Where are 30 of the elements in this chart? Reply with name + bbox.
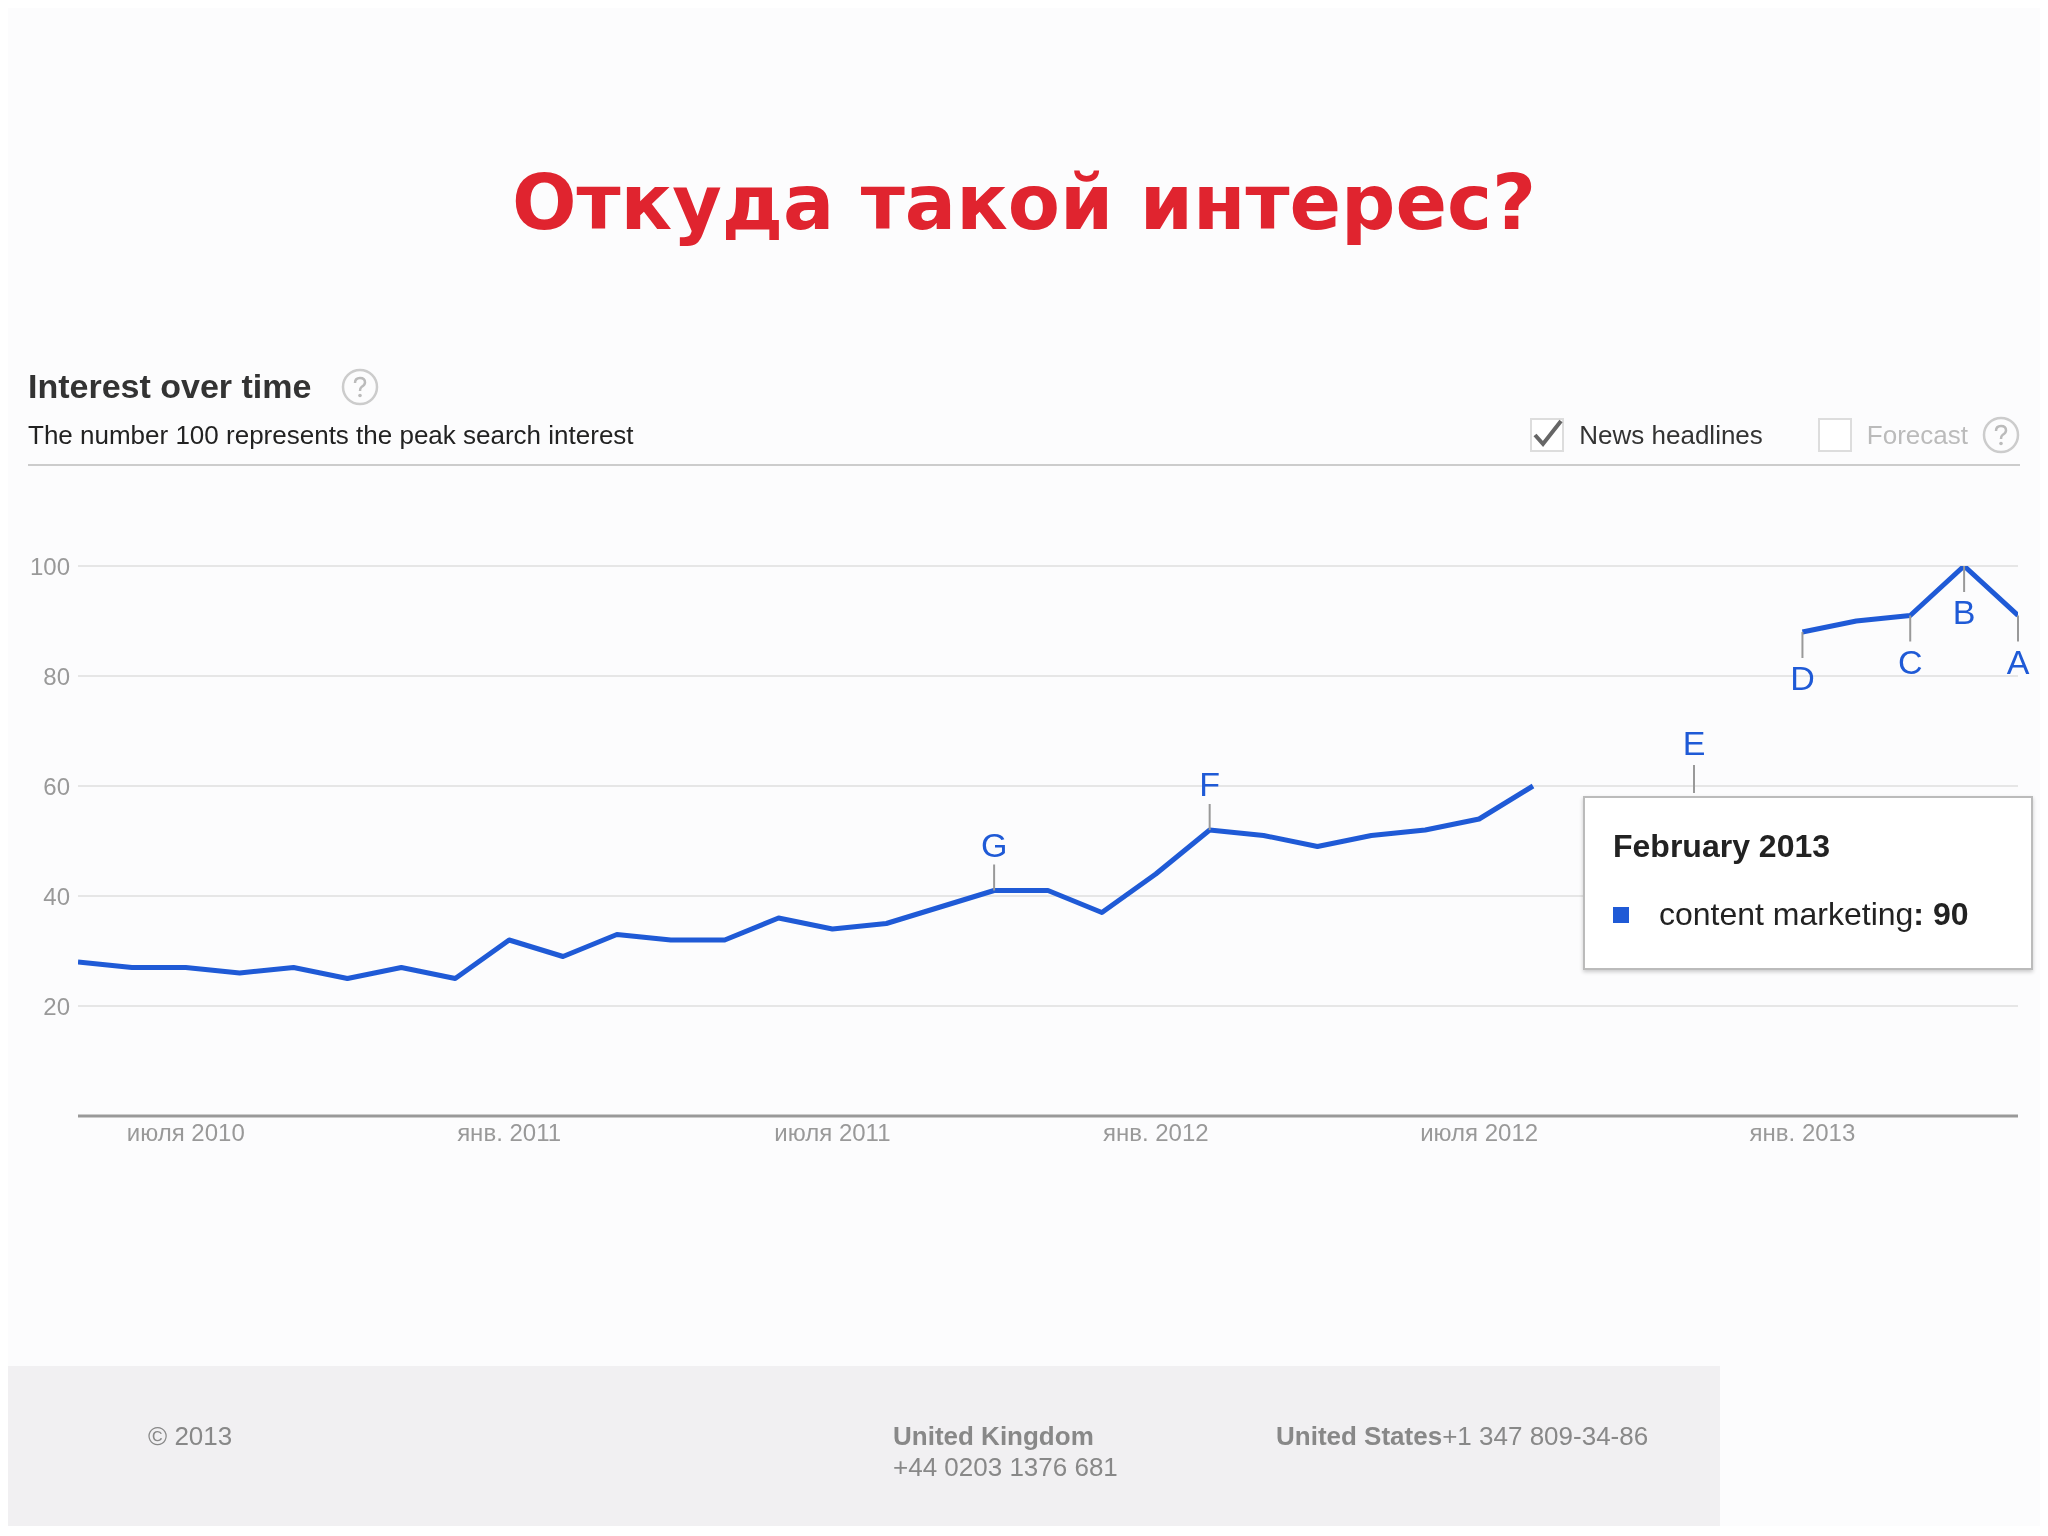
y-tick-label: 60 — [43, 772, 70, 800]
x-tick-label: янв. 2012 — [1102, 1119, 1209, 1147]
y-tick-label: 80 — [43, 662, 70, 690]
x-tick-label: июля 2010 — [126, 1119, 245, 1147]
chart-subtitle: Interest over time — [28, 367, 312, 406]
text: +44 0203 1376 681 — [893, 1452, 1118, 1482]
y-tick-label: 20 — [43, 992, 70, 1020]
x-tick-label: янв. 2011 — [457, 1119, 562, 1147]
text: United Kingdom — [893, 1421, 1094, 1451]
legend-label: content marketing — [1659, 896, 1914, 933]
text: Forecast — [1866, 419, 1968, 451]
annotation: D — [1790, 659, 1815, 697]
text: News headlines — [1579, 419, 1763, 451]
annotation: A — [2006, 642, 2030, 681]
y-tick-label: 40 — [43, 882, 70, 910]
annotation: E — [1681, 724, 1707, 764]
text: United States — [1276, 1421, 1443, 1451]
annotation: G — [980, 825, 1008, 864]
text: © 2013 — [148, 1421, 233, 1452]
x-tick-label: янв. 2013 — [1749, 1119, 1856, 1147]
annotation: : 90 — [1913, 896, 1969, 933]
annotation: February 2013 — [1613, 828, 1831, 865]
annotation: B — [1952, 593, 1976, 631]
x-tick-label: июля 2012 — [1420, 1119, 1539, 1147]
annotation: C — [1897, 642, 1923, 681]
annotation: F — [1199, 765, 1221, 803]
x-tick-label: июля 2011 — [774, 1119, 891, 1147]
y-tick-label: 100 — [29, 552, 70, 580]
text: The number 100 represents the peak search interest — [28, 419, 634, 451]
chart-title: Откуда такой интерес? — [510, 158, 1538, 247]
